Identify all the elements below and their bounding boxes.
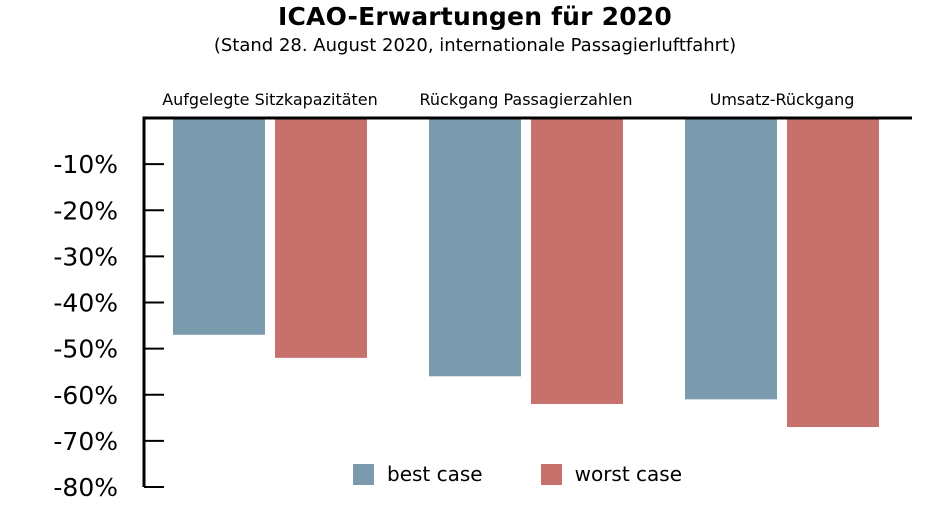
bar-best-case-umsatz-r-ckgang	[685, 118, 777, 400]
bar-worst-case-aufgelegte-sitzkapazit-ten	[275, 118, 367, 358]
category-label-aufgelegte-sitzkapazit-ten: Aufgelegte Sitzkapazitäten	[162, 90, 378, 109]
legend-swatch-best-case	[353, 463, 374, 485]
bar-worst-case-r-ckgang-passagierzahlen	[531, 118, 623, 404]
y-tick-label: -50%	[53, 335, 118, 364]
y-tick-label: -10%	[53, 150, 118, 179]
bar-worst-case-umsatz-r-ckgang	[787, 118, 879, 428]
legend-label-worst-case: worst case	[574, 462, 683, 486]
y-tick-label: -60%	[53, 381, 118, 410]
legend-swatch-worst-case	[540, 463, 562, 485]
y-tick-label: -40%	[53, 289, 118, 318]
legend-item-worst-case: worst case	[540, 462, 683, 486]
legend-label-best-case: best case	[387, 462, 483, 486]
bar-best-case-aufgelegte-sitzkapazit-ten	[173, 118, 265, 335]
category-label-r-ckgang-passagierzahlen: Rückgang Passagierzahlen	[420, 90, 633, 109]
y-tick-label: -20%	[53, 196, 118, 225]
bar-best-case-r-ckgang-passagierzahlen	[429, 118, 521, 377]
y-tick-label: -30%	[53, 242, 118, 271]
legend-item-best-case: best case	[353, 462, 483, 486]
y-tick-label: -70%	[53, 427, 118, 456]
chart-subtitle: (Stand 28. August 2020, internationale P…	[213, 35, 737, 56]
y-tick-label: -80%	[53, 473, 118, 502]
category-label-umsatz-r-ckgang: Umsatz-Rückgang	[710, 90, 855, 109]
chart-title: ICAO-Erwartungen für 2020	[278, 2, 672, 31]
chart-legend: best case worst case	[353, 462, 740, 486]
